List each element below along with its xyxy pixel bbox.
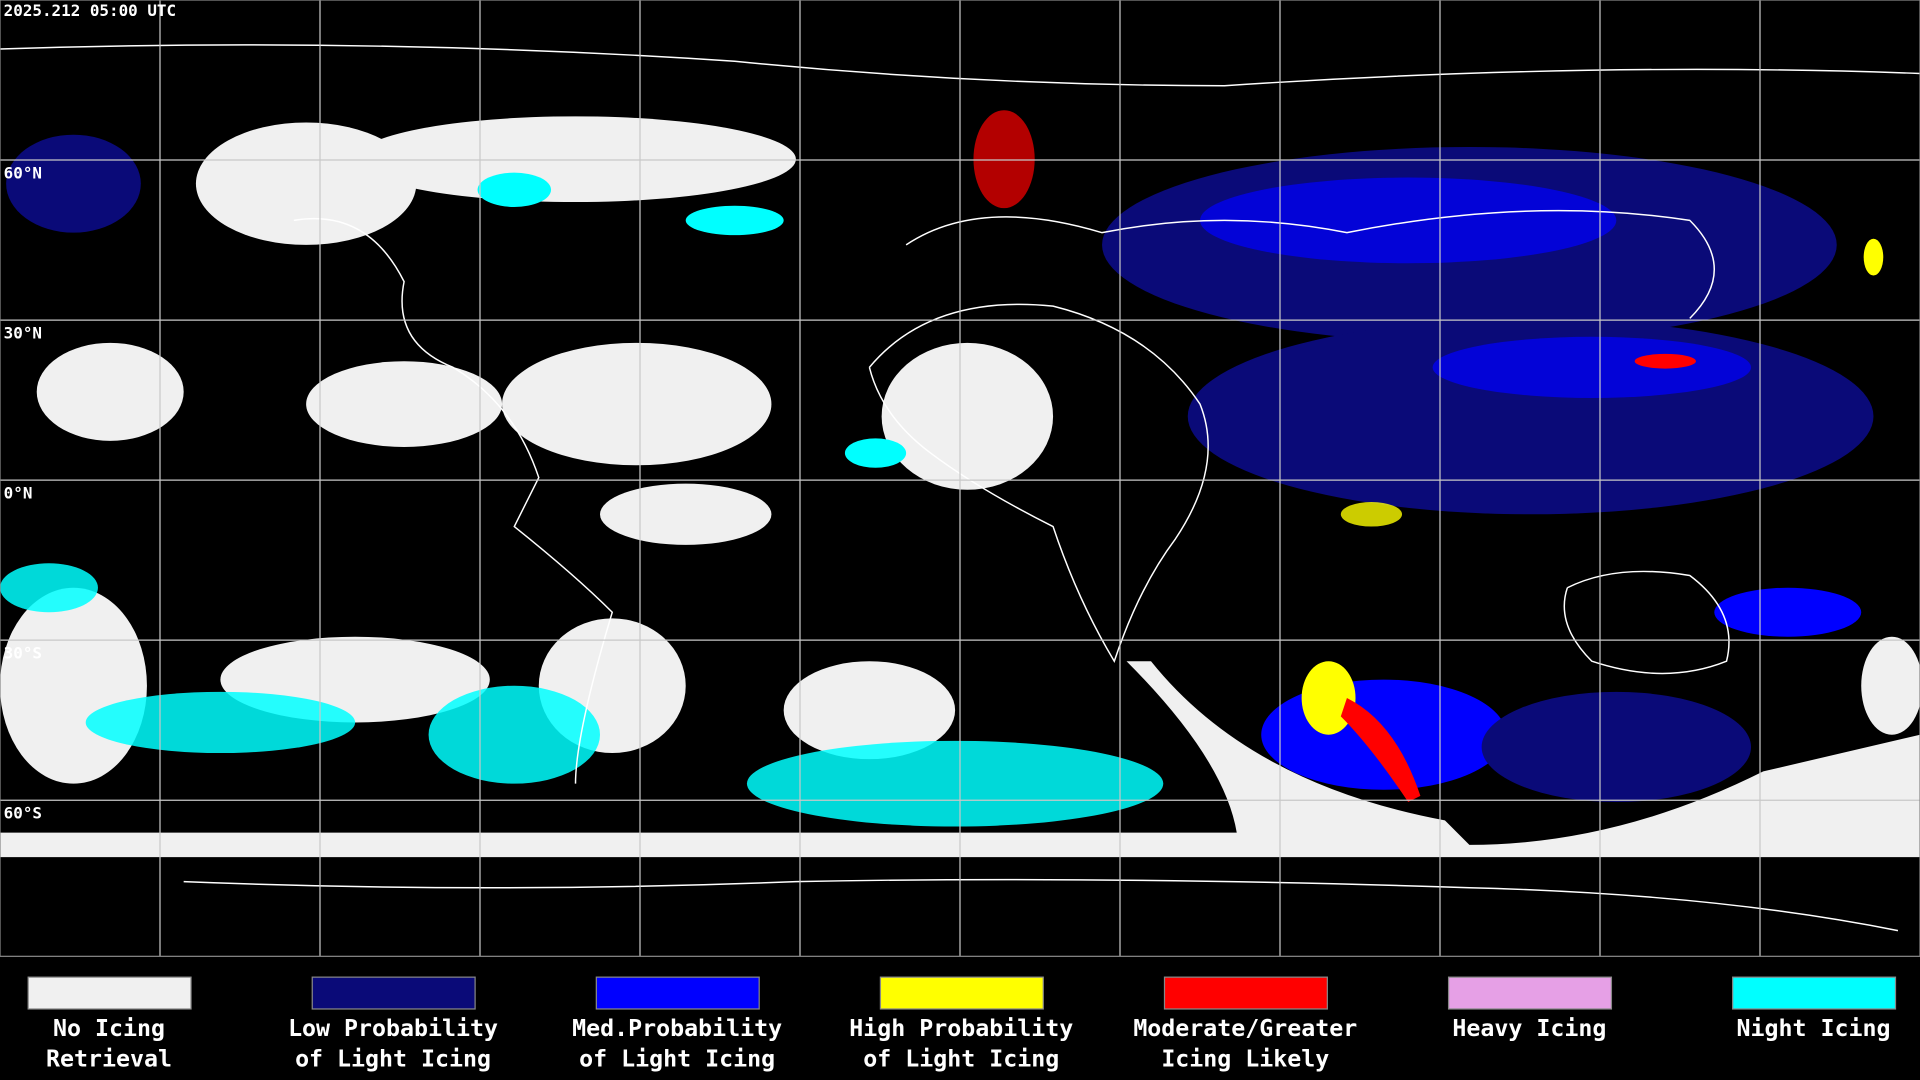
latitude-labels: 60°N 30°N 0°N 30°S 60°S <box>4 163 42 822</box>
legend-swatch <box>1732 976 1897 1010</box>
legend-label: Low Probability <box>288 1015 498 1042</box>
legend-swatch <box>1447 976 1613 1010</box>
map-frame <box>0 0 1920 957</box>
legend-label: Moderate/Greater <box>1133 1015 1357 1042</box>
cloud-layer <box>0 44 1920 932</box>
legend-label: Night Icing <box>1736 1015 1890 1042</box>
latitude-label: 30°S <box>4 644 42 663</box>
graticule <box>0 0 1920 957</box>
legend-label: of Light Icing <box>579 1046 775 1073</box>
legend-swatch <box>879 976 1044 1010</box>
legend: No Icing Retrieval Low Probability of Light… <box>27 976 1897 1073</box>
legend-swatch <box>27 976 192 1010</box>
latitude-label: 30°N <box>4 323 42 342</box>
legend-label: High Probability <box>849 1015 1073 1042</box>
latitude-label: 0°N <box>4 483 33 502</box>
legend-label: Retrieval <box>46 1046 172 1073</box>
legend-label: Med.Probability <box>572 1015 782 1042</box>
legend-label: of Light Icing <box>295 1046 491 1073</box>
latitude-label: 60°N <box>4 163 42 182</box>
latitude-label: 60°S <box>4 804 42 823</box>
legend-label: of Light Icing <box>863 1046 1059 1073</box>
legend-swatch <box>1163 976 1328 1010</box>
legend-swatch <box>311 976 476 1010</box>
legend-label: No Icing <box>53 1015 165 1042</box>
legend-label: Heavy Icing <box>1452 1015 1606 1042</box>
timestamp: 2025.212 05:00 UTC <box>4 1 176 20</box>
legend-label: Icing Likely <box>1161 1046 1329 1073</box>
legend-swatch <box>595 976 760 1010</box>
